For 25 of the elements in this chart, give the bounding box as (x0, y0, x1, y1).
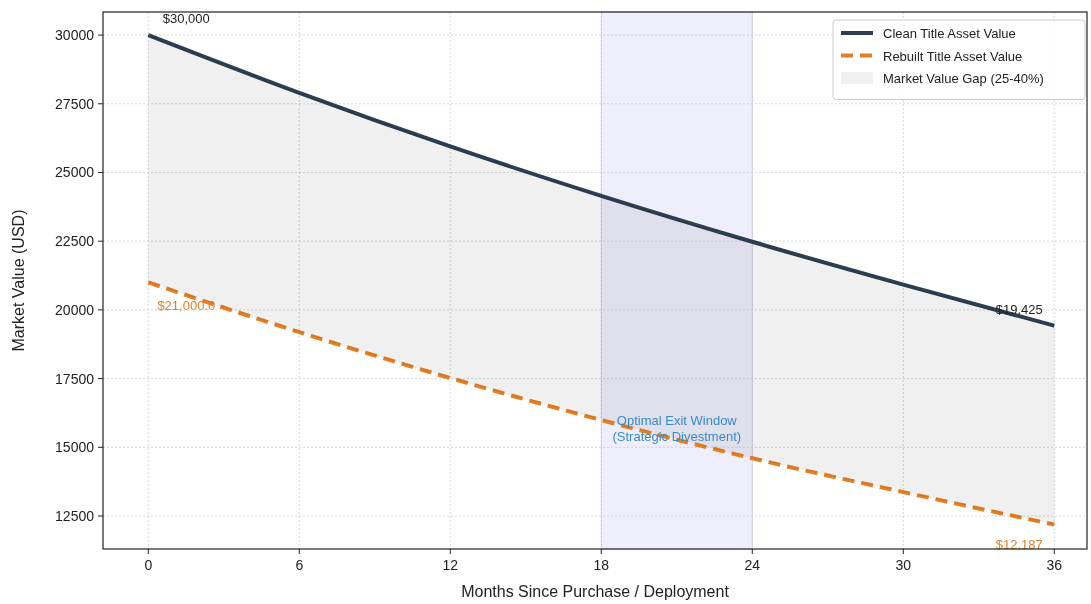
data-label: $12,187 (995, 536, 1043, 552)
y-tick-label: 27500 (55, 95, 95, 112)
legend-label: Rebuilt Title Asset Value (883, 48, 1023, 64)
y-tick-label: 17500 (55, 370, 95, 387)
y-tick-label: 30000 (55, 27, 95, 44)
x-tick-label: 12 (442, 557, 459, 573)
data-label: $30,000 (162, 11, 210, 27)
y-axis-title: Market Value (USD) (10, 209, 27, 352)
x-tick-label: 6 (295, 557, 304, 573)
y-tick-label: 15000 (55, 439, 95, 456)
legend-label: Market Value Gap (25-40%) (883, 71, 1044, 86)
y-tick-label: 22500 (55, 233, 95, 250)
band-label: Optimal Exit Window (Strategic Divestment) (612, 413, 742, 445)
legend-label: Clean Title Asset Value (883, 26, 1016, 41)
data-label: $19,425 (995, 301, 1043, 317)
x-tick-label: 18 (593, 557, 610, 573)
x-axis-title: Months Since Purchase / Deployment (461, 583, 730, 600)
x-tick-label: 30 (895, 557, 912, 573)
y-tick-label: 20000 (55, 301, 95, 318)
y-tick-label: 12500 (55, 508, 95, 525)
x-tick-label: 36 (1046, 557, 1063, 573)
y-tick-label: 25000 (55, 164, 95, 181)
x-tick-label: 0 (144, 557, 153, 573)
data-label: $21,000.0 (157, 298, 216, 314)
x-tick-label: 24 (744, 557, 761, 573)
